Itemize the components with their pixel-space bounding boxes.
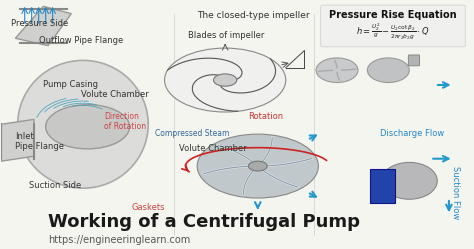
Circle shape bbox=[46, 105, 129, 149]
Text: Discharge Flow: Discharge Flow bbox=[380, 129, 444, 138]
Text: Rotation: Rotation bbox=[248, 112, 283, 121]
Text: Compressed Steam: Compressed Steam bbox=[155, 129, 229, 138]
Text: Inlet
Pipe Flange: Inlet Pipe Flange bbox=[15, 132, 64, 151]
Circle shape bbox=[213, 74, 237, 86]
Text: Outflow Pipe Flange: Outflow Pipe Flange bbox=[39, 36, 123, 45]
Ellipse shape bbox=[367, 58, 410, 82]
Text: Blades of impeller: Blades of impeller bbox=[188, 31, 264, 40]
Polygon shape bbox=[1, 119, 34, 161]
Text: Working of a Centrifugal Pump: Working of a Centrifugal Pump bbox=[48, 213, 360, 231]
Text: Volute Chamber: Volute Chamber bbox=[179, 144, 246, 153]
Text: Pump Casing: Pump Casing bbox=[43, 80, 98, 89]
Text: Pressure Rise Equation: Pressure Rise Equation bbox=[329, 10, 457, 20]
Circle shape bbox=[164, 48, 286, 112]
Circle shape bbox=[197, 134, 319, 198]
Text: Direction
of Rotation: Direction of Rotation bbox=[104, 112, 146, 131]
Text: https://engineeringlearn.com: https://engineeringlearn.com bbox=[48, 235, 190, 245]
Text: $h = \frac{U_2^2}{g} - \frac{U_2 \cot\beta_2}{2\pi r_2 b_2 g} \cdot Q$: $h = \frac{U_2^2}{g} - \frac{U_2 \cot\be… bbox=[356, 21, 429, 41]
Text: The closed-type impeller: The closed-type impeller bbox=[197, 11, 310, 20]
Ellipse shape bbox=[316, 58, 358, 82]
Circle shape bbox=[248, 161, 267, 171]
FancyBboxPatch shape bbox=[409, 55, 419, 66]
Text: Volute Chamber: Volute Chamber bbox=[81, 90, 148, 99]
Ellipse shape bbox=[381, 162, 438, 199]
Text: Gaskets: Gaskets bbox=[132, 203, 165, 212]
Ellipse shape bbox=[18, 61, 148, 188]
Text: Pressure Side: Pressure Side bbox=[11, 19, 68, 28]
Polygon shape bbox=[370, 169, 395, 203]
FancyBboxPatch shape bbox=[321, 5, 465, 47]
Text: Suction Side: Suction Side bbox=[29, 181, 82, 190]
Polygon shape bbox=[15, 6, 71, 46]
Text: Suction Flow: Suction Flow bbox=[451, 166, 460, 219]
